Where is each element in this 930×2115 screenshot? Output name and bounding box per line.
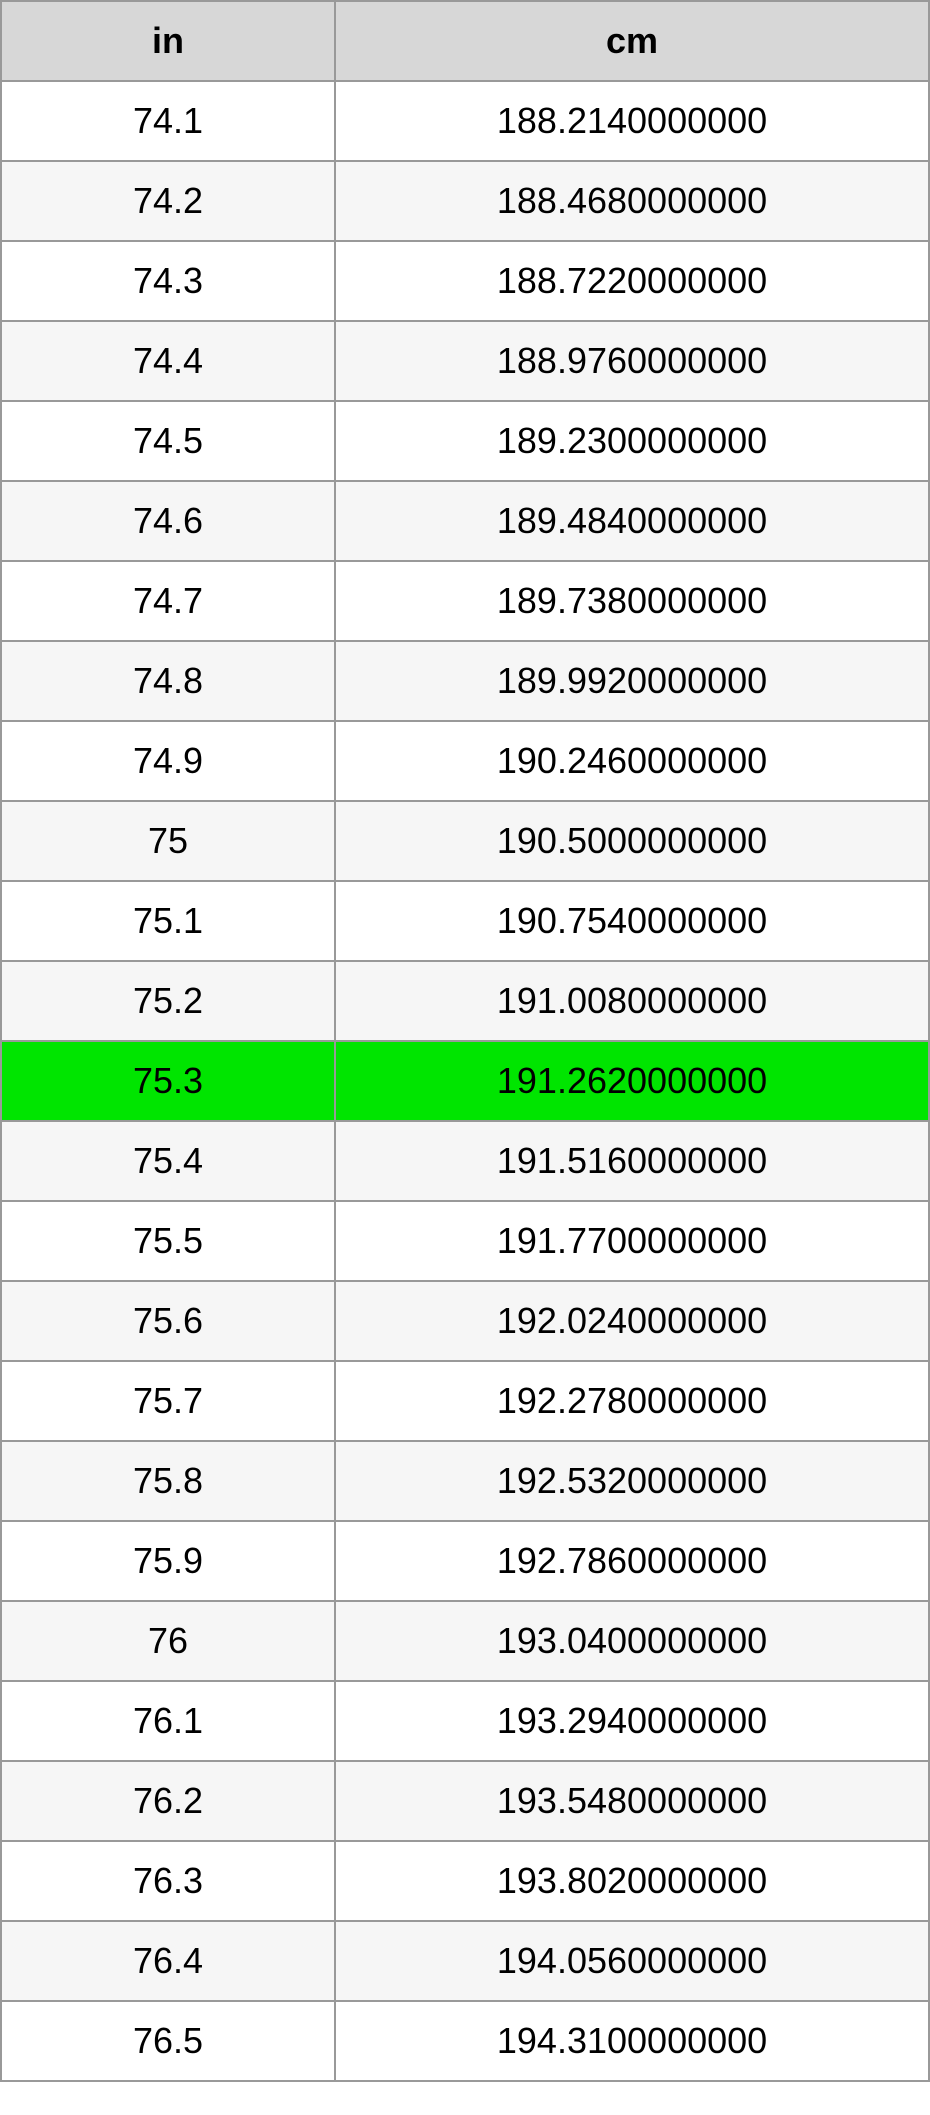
cell-in: 74.3 (1, 241, 335, 321)
cell-in: 74.4 (1, 321, 335, 401)
cell-cm: 193.5480000000 (335, 1761, 929, 1841)
column-header-cm: cm (335, 1, 929, 81)
cell-in: 74.5 (1, 401, 335, 481)
cell-cm: 188.4680000000 (335, 161, 929, 241)
table-row: 76193.0400000000 (1, 1601, 929, 1681)
cell-cm: 193.2940000000 (335, 1681, 929, 1761)
table-row: 74.4188.9760000000 (1, 321, 929, 401)
table-row: 74.9190.2460000000 (1, 721, 929, 801)
conversion-table: in cm 74.1188.214000000074.2188.46800000… (0, 0, 930, 2082)
cell-in: 74.7 (1, 561, 335, 641)
table-row: 75.7192.2780000000 (1, 1361, 929, 1441)
cell-cm: 194.3100000000 (335, 2001, 929, 2081)
cell-in: 76 (1, 1601, 335, 1681)
cell-cm: 191.7700000000 (335, 1201, 929, 1281)
table-row: 76.2193.5480000000 (1, 1761, 929, 1841)
table-row: 76.4194.0560000000 (1, 1921, 929, 2001)
table-row: 74.6189.4840000000 (1, 481, 929, 561)
table-row: 76.1193.2940000000 (1, 1681, 929, 1761)
table-row: 76.5194.3100000000 (1, 2001, 929, 2081)
cell-cm: 193.0400000000 (335, 1601, 929, 1681)
table-row: 75.5191.7700000000 (1, 1201, 929, 1281)
cell-cm: 192.5320000000 (335, 1441, 929, 1521)
column-header-in: in (1, 1, 335, 81)
cell-in: 76.4 (1, 1921, 335, 2001)
cell-cm: 190.7540000000 (335, 881, 929, 961)
table-row: 74.3188.7220000000 (1, 241, 929, 321)
cell-cm: 188.2140000000 (335, 81, 929, 161)
table-row: 74.8189.9920000000 (1, 641, 929, 721)
cell-in: 75.8 (1, 1441, 335, 1521)
cell-in: 75.3 (1, 1041, 335, 1121)
cell-cm: 188.9760000000 (335, 321, 929, 401)
table-row: 75.3191.2620000000 (1, 1041, 929, 1121)
cell-in: 75.2 (1, 961, 335, 1041)
table-row: 74.2188.4680000000 (1, 161, 929, 241)
table-row: 75.8192.5320000000 (1, 1441, 929, 1521)
table-row: 75.4191.5160000000 (1, 1121, 929, 1201)
cell-in: 74.6 (1, 481, 335, 561)
cell-in: 74.1 (1, 81, 335, 161)
table-row: 76.3193.8020000000 (1, 1841, 929, 1921)
cell-in: 75.7 (1, 1361, 335, 1441)
table-row: 75.6192.0240000000 (1, 1281, 929, 1361)
cell-cm: 188.7220000000 (335, 241, 929, 321)
cell-cm: 193.8020000000 (335, 1841, 929, 1921)
cell-cm: 192.0240000000 (335, 1281, 929, 1361)
cell-cm: 191.2620000000 (335, 1041, 929, 1121)
table-row: 74.7189.7380000000 (1, 561, 929, 641)
table-header-row: in cm (1, 1, 929, 81)
cell-cm: 189.4840000000 (335, 481, 929, 561)
cell-in: 75 (1, 801, 335, 881)
cell-in: 74.9 (1, 721, 335, 801)
cell-in: 75.9 (1, 1521, 335, 1601)
table-row: 74.5189.2300000000 (1, 401, 929, 481)
cell-cm: 190.5000000000 (335, 801, 929, 881)
cell-cm: 191.5160000000 (335, 1121, 929, 1201)
cell-in: 75.6 (1, 1281, 335, 1361)
cell-in: 74.2 (1, 161, 335, 241)
cell-in: 75.1 (1, 881, 335, 961)
cell-cm: 194.0560000000 (335, 1921, 929, 2001)
cell-cm: 189.7380000000 (335, 561, 929, 641)
cell-in: 76.2 (1, 1761, 335, 1841)
cell-in: 76.1 (1, 1681, 335, 1761)
cell-cm: 189.2300000000 (335, 401, 929, 481)
table-row: 75.9192.7860000000 (1, 1521, 929, 1601)
table-row: 74.1188.2140000000 (1, 81, 929, 161)
table-row: 75190.5000000000 (1, 801, 929, 881)
cell-cm: 192.7860000000 (335, 1521, 929, 1601)
cell-in: 74.8 (1, 641, 335, 721)
cell-cm: 190.2460000000 (335, 721, 929, 801)
cell-in: 76.5 (1, 2001, 335, 2081)
cell-cm: 189.9920000000 (335, 641, 929, 721)
cell-in: 75.4 (1, 1121, 335, 1201)
cell-cm: 191.0080000000 (335, 961, 929, 1041)
table-row: 75.1190.7540000000 (1, 881, 929, 961)
cell-in: 75.5 (1, 1201, 335, 1281)
cell-cm: 192.2780000000 (335, 1361, 929, 1441)
cell-in: 76.3 (1, 1841, 335, 1921)
table-row: 75.2191.0080000000 (1, 961, 929, 1041)
